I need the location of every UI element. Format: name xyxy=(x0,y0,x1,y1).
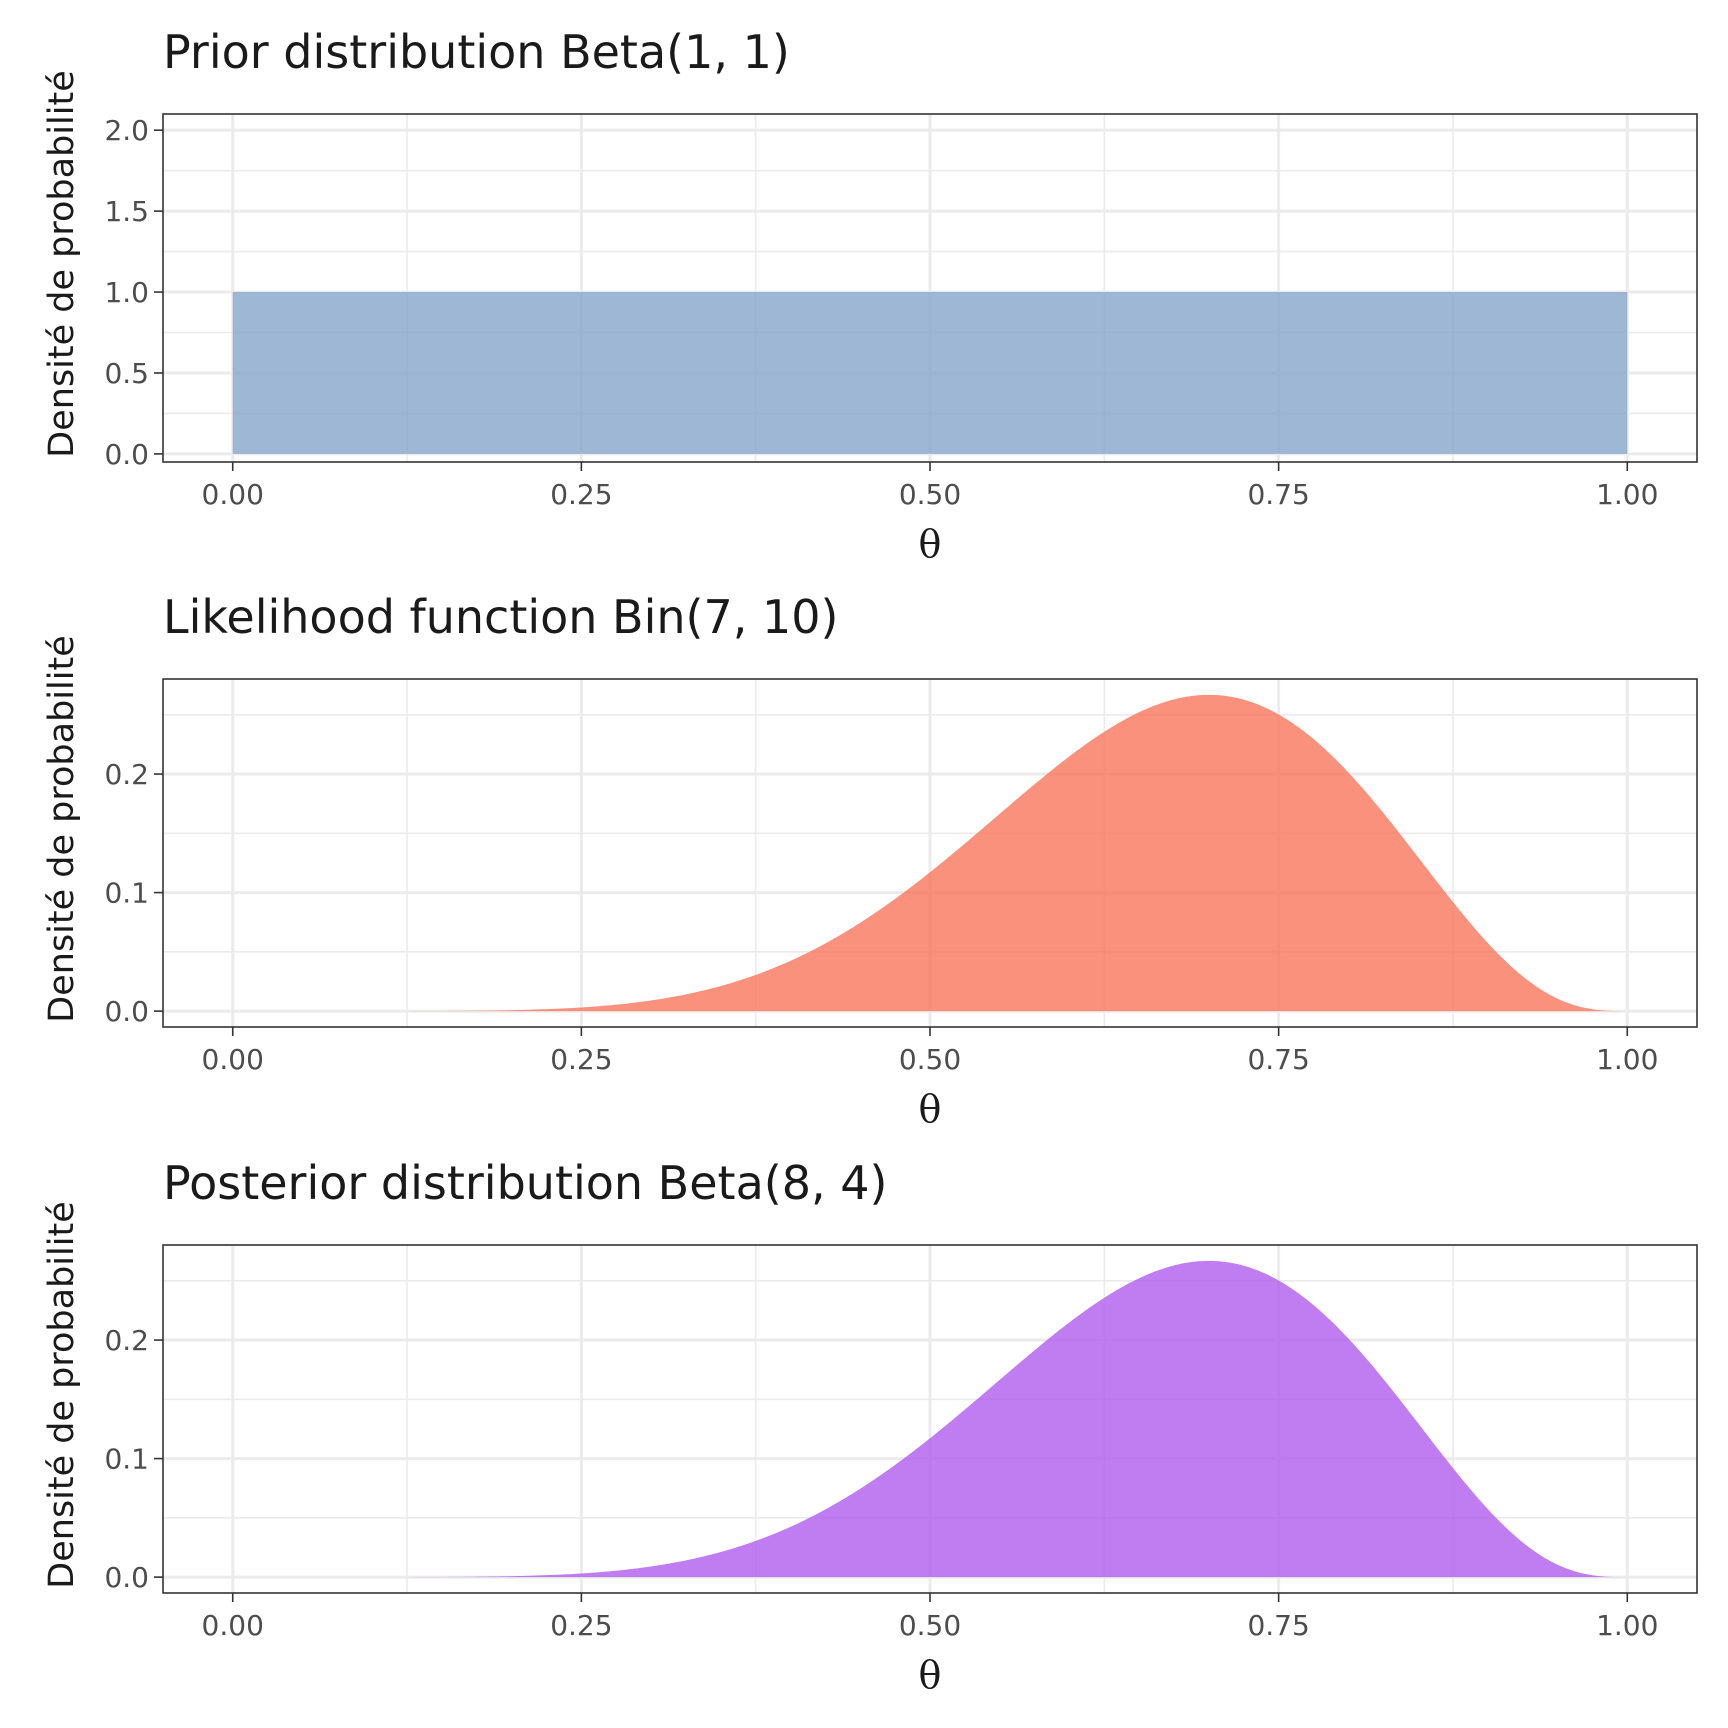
x-tick-label: 0.25 xyxy=(550,1609,612,1642)
y-tick-label: 0.0 xyxy=(104,438,149,471)
y-tick-label: 0.5 xyxy=(104,357,149,390)
x-tick-label: 0.25 xyxy=(550,1043,612,1076)
x-axis-label: θ xyxy=(919,1087,942,1131)
y-tick-label: 0.1 xyxy=(104,877,149,910)
x-tick-label: 1.00 xyxy=(1596,478,1658,511)
x-axis-label: θ xyxy=(919,522,942,566)
x-tick-label: 0.50 xyxy=(899,1043,961,1076)
x-tick-label: 0.00 xyxy=(202,478,264,511)
y-tick-label: 0.2 xyxy=(104,758,149,791)
x-tick-label: 0.00 xyxy=(202,1043,264,1076)
y-tick-label: 2.0 xyxy=(104,114,149,147)
x-tick-label: 0.25 xyxy=(550,478,612,511)
y-tick-label: 0.1 xyxy=(104,1443,149,1476)
density-area xyxy=(232,292,1628,454)
x-tick-label: 1.00 xyxy=(1596,1609,1658,1642)
density-area xyxy=(232,1260,1628,1578)
chart-panel-1: Prior distribution Beta(1, 1) 0.00 0.25 0.5… xyxy=(42,25,1698,566)
y-axis-label: Densité de probabilité xyxy=(42,70,82,457)
y-tick-label: 0.0 xyxy=(104,995,149,1028)
x-tick-label: 0.00 xyxy=(202,1609,264,1642)
chart-title: Likelihood function Bin(7, 10) xyxy=(163,590,839,644)
chart-panel-3: Posterior distribution Beta(8, 4) 0.00 0.2… xyxy=(42,1156,1698,1697)
x-axis-label: θ xyxy=(919,1653,942,1697)
x-tick-label: 0.75 xyxy=(1247,478,1309,511)
y-tick-label: 0.0 xyxy=(104,1561,149,1594)
x-tick-label: 0.75 xyxy=(1247,1609,1309,1642)
x-tick-label: 0.50 xyxy=(899,1609,961,1642)
chart-title: Posterior distribution Beta(8, 4) xyxy=(163,1156,887,1210)
y-axis-label: Densité de probabilité xyxy=(42,635,82,1022)
chart-panel-2: Likelihood function Bin(7, 10) 0.00 0.25 0.… xyxy=(42,590,1698,1131)
x-tick-label: 0.50 xyxy=(899,478,961,511)
chart-title: Prior distribution Beta(1, 1) xyxy=(163,25,790,79)
y-axis-label: Densité de probabilité xyxy=(42,1201,82,1588)
y-tick-label: 1.5 xyxy=(104,195,149,228)
density-area xyxy=(232,694,1628,1012)
x-tick-label: 1.00 xyxy=(1596,1043,1658,1076)
x-tick-label: 0.75 xyxy=(1247,1043,1309,1076)
y-tick-label: 0.2 xyxy=(104,1324,149,1357)
y-tick-label: 1.0 xyxy=(104,276,149,309)
